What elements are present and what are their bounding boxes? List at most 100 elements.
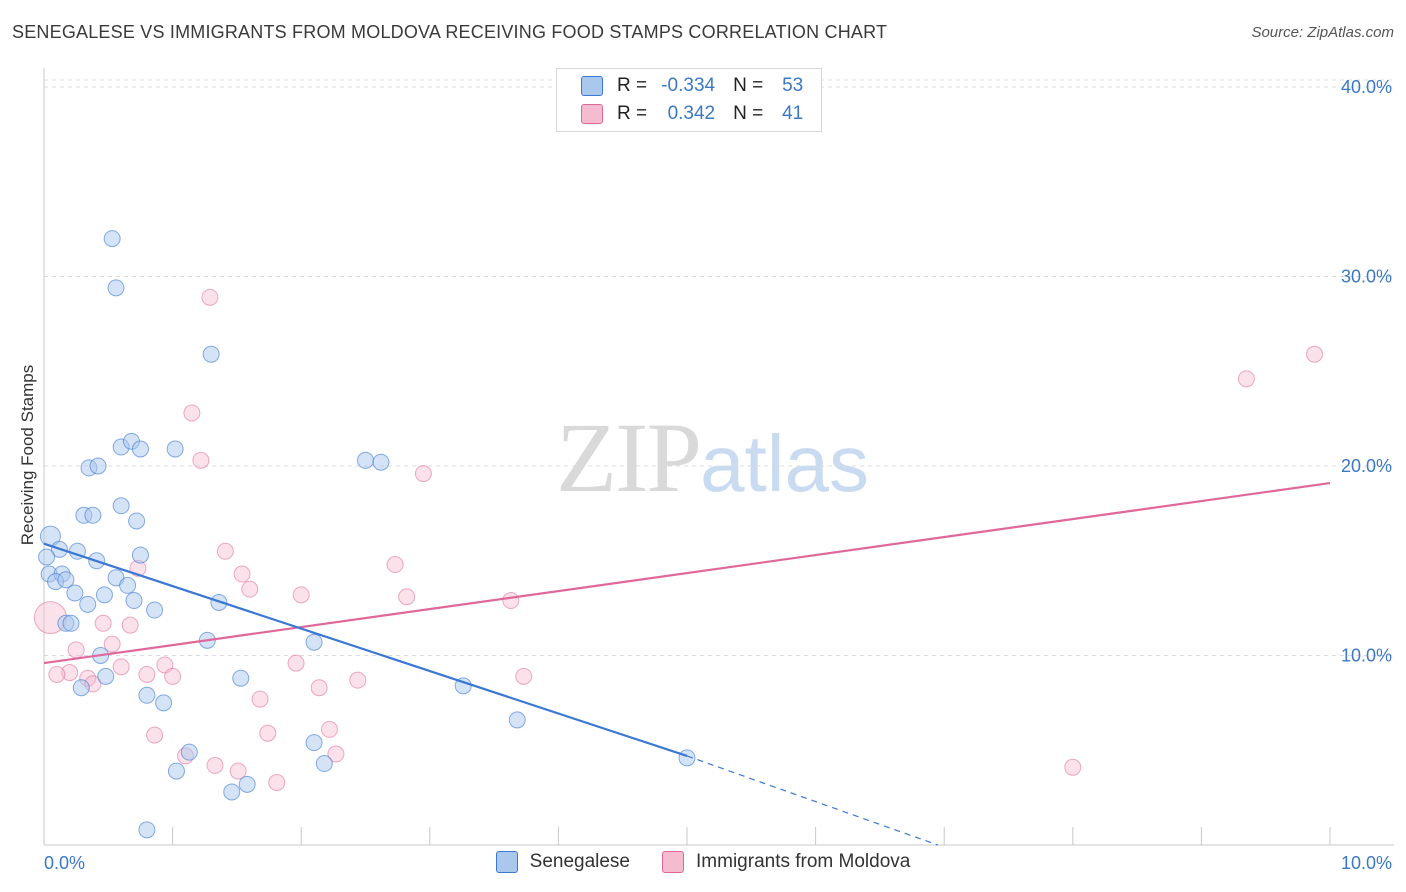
moldova-point	[386, 556, 404, 574]
moldova-point	[192, 451, 210, 469]
senegalese-point	[315, 755, 333, 773]
senegalese-point	[305, 734, 323, 752]
moldova-point	[94, 614, 112, 632]
x-tick-label: 10.0%	[1341, 853, 1392, 873]
legend-row-senegalese: R = -0.334 N = 53	[581, 73, 803, 99]
legend-swatch-moldova	[662, 851, 685, 873]
moldova-point	[112, 658, 130, 676]
moldova-point	[515, 667, 533, 685]
moldova-point	[146, 726, 164, 744]
legend-r-value: -0.334	[661, 75, 716, 96]
legend-label-moldova: Immigrants from Moldova	[696, 851, 911, 872]
moldova-point	[310, 679, 328, 697]
senegalese-point	[38, 548, 56, 566]
moldova-point	[103, 635, 121, 653]
legend-n-value: 53	[782, 75, 804, 96]
legend-swatch-moldova	[581, 104, 603, 124]
moldova-point	[1064, 758, 1082, 776]
senegalese-point	[138, 686, 156, 704]
series-legend: Senegalese Immigrants from Moldova	[0, 851, 1406, 873]
senegalese-point	[57, 571, 75, 589]
senegalese-point	[131, 546, 149, 564]
legend-n-value: 41	[782, 103, 804, 124]
moldova-point	[398, 588, 416, 606]
legend-item-senegalese: Senegalese	[495, 851, 631, 873]
senegalese-point	[62, 614, 80, 632]
senegalese-point	[146, 601, 164, 619]
moldova-point	[67, 641, 85, 659]
senegalese-point	[89, 457, 107, 475]
senegalese-point	[167, 762, 185, 780]
senegalese-point	[131, 440, 149, 458]
moldova-point	[251, 690, 269, 708]
legend-label-senegalese: Senegalese	[529, 851, 631, 872]
senegalese-point	[223, 783, 241, 801]
senegalese-point	[95, 586, 113, 604]
y-tick-label: 20.0%	[1341, 456, 1392, 476]
source-label: Source: ZipAtlas.com	[1251, 24, 1394, 41]
y-tick-label: 10.0%	[1341, 646, 1392, 666]
senegalese-trend-extension	[686, 755, 938, 846]
senegalese-point	[112, 497, 130, 515]
moldova-point	[183, 404, 201, 422]
senegalese-point	[128, 512, 146, 530]
senegalese-point	[232, 669, 250, 687]
chart-title: SENEGALESE VS IMMIGRANTS FROM MOLDOVA RE…	[12, 22, 888, 42]
moldova-point	[320, 720, 338, 738]
legend-row-moldova: R = 0.342 N = 41	[581, 101, 803, 127]
x-tick-label: 0.0%	[44, 853, 85, 873]
moldova-point	[327, 745, 345, 763]
senegalese-point	[97, 667, 115, 685]
moldova-point	[349, 671, 367, 689]
moldova-point	[121, 616, 139, 634]
moldova-point	[61, 664, 79, 682]
moldova-point	[206, 756, 224, 774]
senegalese-point	[508, 711, 526, 729]
senegalese-point	[103, 230, 121, 248]
legend-swatch-senegalese	[581, 76, 603, 96]
senegalese-point	[180, 743, 198, 761]
watermark-zip: ZIP	[556, 402, 702, 513]
legend-r-label: R =	[617, 103, 648, 124]
senegalese-trend-line	[43, 542, 688, 757]
moldova-point	[201, 288, 219, 306]
moldova-point	[164, 667, 182, 685]
senegalese-point	[125, 592, 143, 610]
senegalese-point	[372, 453, 390, 471]
legend-swatch-senegalese	[495, 851, 518, 873]
moldova-trend-line	[43, 481, 1331, 665]
moldova-point	[268, 773, 286, 791]
senegalese-point	[305, 633, 323, 651]
moldova-point	[259, 724, 277, 742]
moldova-point	[1237, 370, 1255, 388]
senegalese-point	[238, 775, 256, 793]
watermark-atlas: atlas	[700, 419, 869, 508]
moldova-point	[292, 586, 310, 604]
senegalese-point	[166, 440, 184, 458]
moldova-point	[241, 580, 259, 598]
correlation-legend: R = -0.334 N = 53 R = 0.342 N = 41	[556, 68, 822, 132]
senegalese-point	[66, 584, 84, 602]
senegalese-point	[138, 821, 156, 839]
watermark: ZIPatlas	[556, 400, 869, 515]
senegalese-point	[72, 679, 90, 697]
moldova-point	[138, 665, 156, 683]
legend-item-moldova: Immigrants from Moldova	[662, 851, 910, 873]
senegalese-point	[357, 451, 374, 469]
legend-n-label: N =	[733, 103, 764, 124]
moldova-point	[229, 762, 247, 780]
senegalese-point	[155, 694, 173, 712]
moldova-point	[233, 565, 251, 583]
y-tick-label: 40.0%	[1341, 77, 1392, 97]
senegalese-point	[119, 576, 137, 594]
senegalese-point	[79, 595, 97, 613]
moldova-point	[1306, 345, 1324, 363]
senegalese-point	[107, 279, 125, 297]
moldova-point	[48, 665, 66, 683]
senegalese-point	[84, 506, 102, 524]
legend-n-label: N =	[733, 75, 764, 96]
y-tick-label: 30.0%	[1341, 267, 1392, 287]
moldova-point	[414, 465, 432, 483]
legend-r-label: R =	[617, 75, 648, 96]
